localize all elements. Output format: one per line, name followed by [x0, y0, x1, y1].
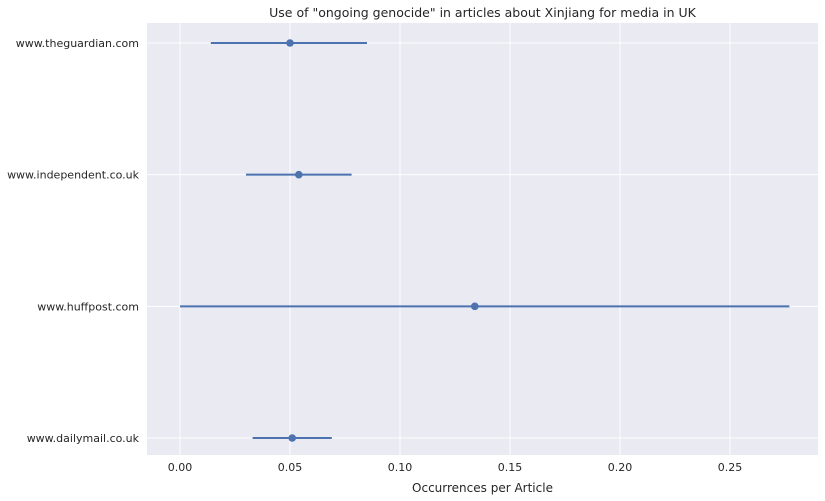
y-tick-label: www.huffpost.com — [37, 300, 139, 313]
marks — [180, 39, 790, 442]
x-tick-label: 0.10 — [388, 461, 413, 474]
data-point — [471, 302, 479, 311]
y-ticks: www.theguardian.com www.independent.co.uk… — [7, 37, 140, 445]
x-tick-label: 0.00 — [168, 461, 193, 474]
data-point — [295, 170, 303, 179]
x-tick-label: 0.20 — [608, 461, 633, 474]
y-tick-label: www.theguardian.com — [16, 37, 139, 50]
data-point — [286, 39, 294, 47]
x-axis-label: Occurrences per Article — [412, 481, 553, 495]
x-ticks: 0.00 0.05 0.10 0.15 0.20 0.25 — [168, 461, 743, 474]
chart-title: Use of "ongoing genocide" in articles ab… — [269, 5, 697, 20]
x-tick-label: 0.15 — [498, 461, 523, 474]
plot-area — [147, 23, 818, 455]
data-point — [288, 434, 297, 442]
x-tick-label: 0.25 — [718, 461, 743, 474]
y-tick-label: www.dailymail.co.uk — [27, 432, 140, 445]
y-tick-label: www.independent.co.uk — [7, 169, 140, 182]
x-tick-label: 0.05 — [278, 461, 303, 474]
